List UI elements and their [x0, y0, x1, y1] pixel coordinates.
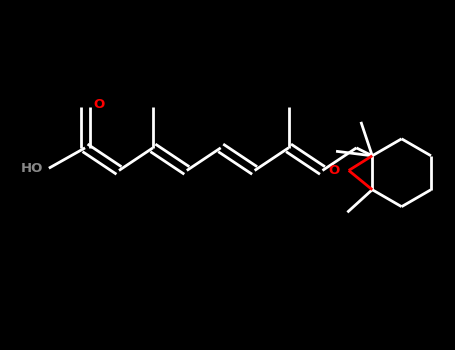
Text: O: O [329, 164, 340, 177]
Text: HO: HO [21, 162, 43, 175]
Text: O: O [93, 98, 105, 111]
